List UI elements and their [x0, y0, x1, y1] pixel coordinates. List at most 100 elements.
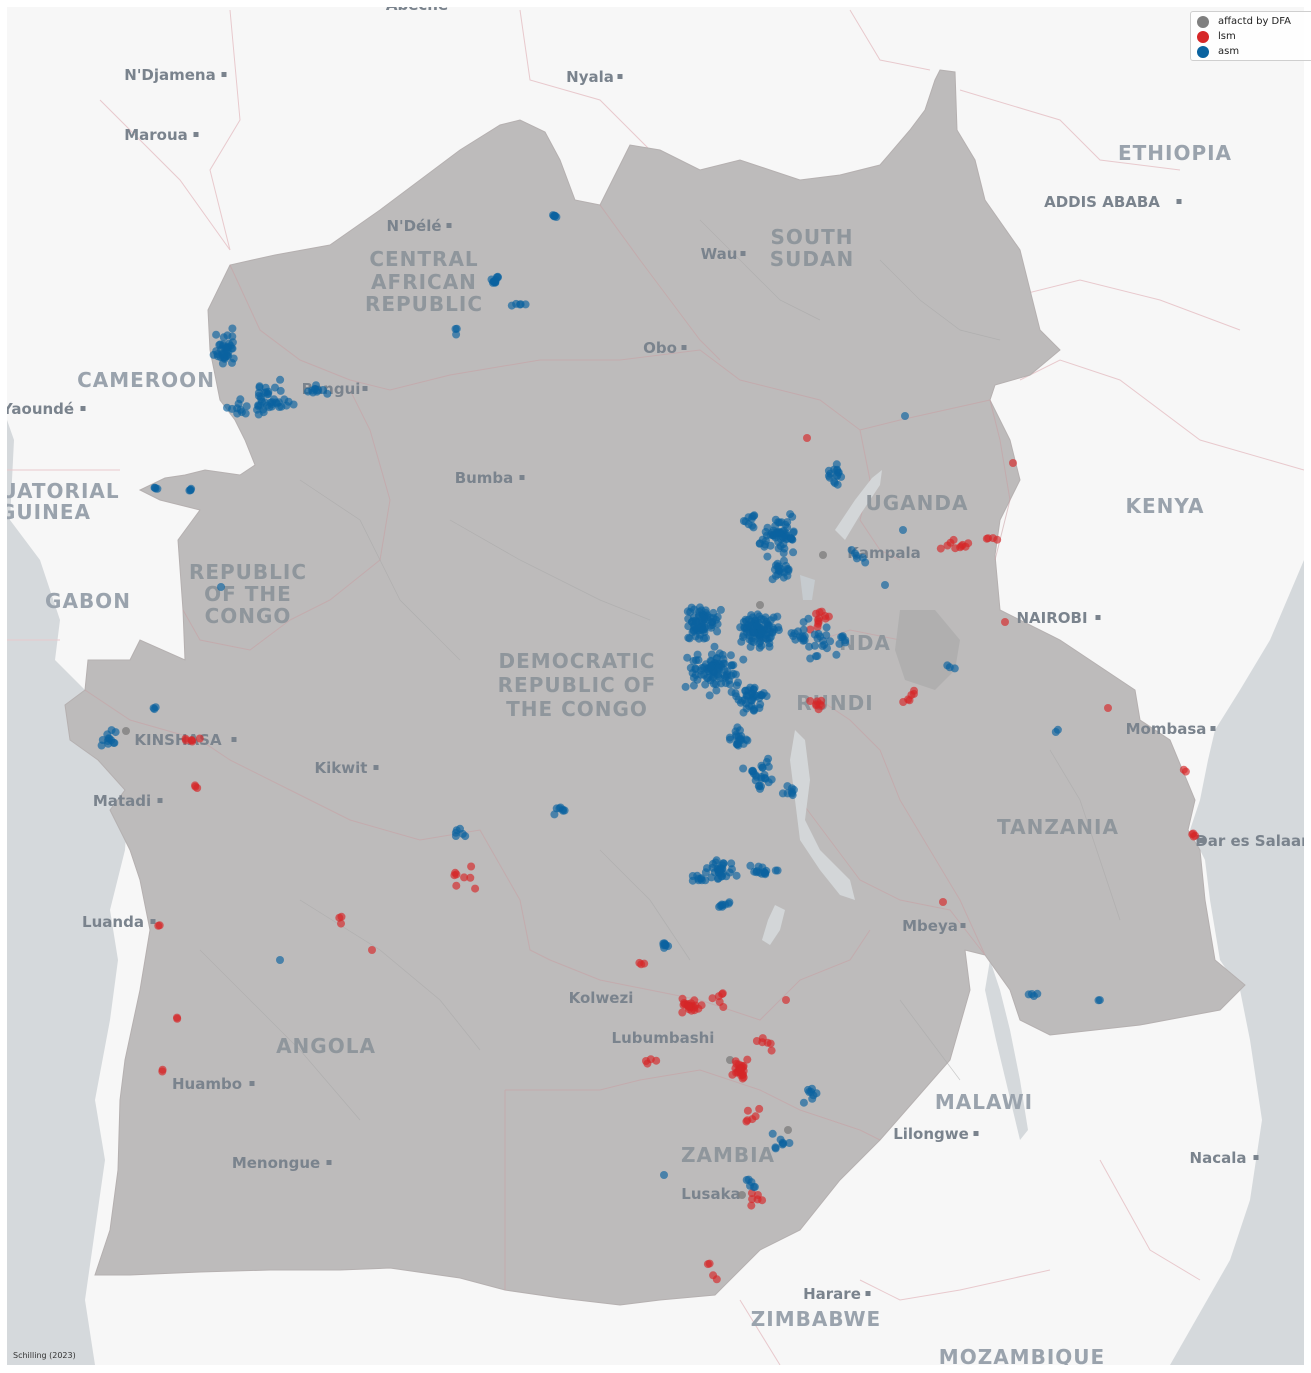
- lake-mweru: [762, 905, 785, 945]
- city-label-ndjamena: N'Djamena: [124, 66, 215, 84]
- country-label-roc-1: REPUBLIC: [189, 560, 307, 584]
- asm-point: [717, 872, 726, 881]
- lsm-point: [747, 1201, 756, 1210]
- lsm-point: [718, 990, 727, 999]
- asm-point: [746, 1181, 754, 1190]
- lsm-points: [154, 434, 1200, 1284]
- asm-point: [712, 686, 721, 695]
- asm-point: [720, 671, 729, 680]
- asm-point: [701, 876, 710, 885]
- country-label-south-sudan-2: SUDAN: [770, 247, 854, 271]
- asm-point: [763, 523, 772, 532]
- asm-point: [726, 651, 735, 660]
- country-label-gabon: GABON: [45, 589, 131, 613]
- lsm-point: [743, 1055, 752, 1064]
- asm-point: [753, 621, 761, 630]
- asm-point: [323, 389, 332, 398]
- asm-point: [713, 613, 722, 621]
- country-label-car-2: AFRICAN: [371, 270, 477, 294]
- lsm-point: [747, 1189, 756, 1198]
- city-marker-wau: [740, 251, 746, 256]
- asm-point: [521, 300, 530, 309]
- city-marker-yaounde: [80, 406, 86, 411]
- atlantic-ocean: [7, 420, 130, 1365]
- asm-point: [659, 941, 668, 950]
- asm-point: [799, 618, 808, 627]
- asm-point: [698, 613, 706, 622]
- asm-point: [826, 637, 835, 646]
- city-marker-bangui: [362, 386, 368, 391]
- city-marker-nacala: [1253, 1155, 1259, 1160]
- asm-point: [746, 861, 755, 870]
- legend-item-dfa: affactd by DFA: [1197, 14, 1311, 29]
- background-borders: [7, 9, 1304, 1365]
- asm-point: [761, 634, 770, 643]
- asm-point: [835, 639, 844, 648]
- city-marker-huambo: [249, 1081, 255, 1086]
- asm-point: [725, 868, 734, 877]
- asm-point: [703, 864, 711, 873]
- asm-point: [720, 666, 729, 674]
- city-marker-kinshasa: [231, 737, 237, 742]
- city-label-lusaka: Lusaka: [681, 1185, 740, 1203]
- legend-marker-dfa: [1197, 15, 1209, 28]
- city-marker-menongue: [326, 1160, 332, 1165]
- city-label-mombasa: Mombasa: [1126, 720, 1207, 738]
- lsm-point: [640, 959, 649, 968]
- city-label-lubumbashi: Lubumbashi: [612, 1029, 715, 1047]
- asm-point: [1053, 725, 1062, 734]
- asm-point: [150, 705, 159, 714]
- asm-point: [745, 635, 754, 644]
- city-marker-mbeya: [960, 923, 966, 928]
- asm-point: [787, 534, 796, 543]
- city-label-lilongwe: Lilongwe: [893, 1125, 969, 1143]
- country-label-south-sudan-1: SOUTH: [770, 225, 853, 249]
- asm-point: [800, 636, 809, 645]
- asm-point: [185, 486, 194, 495]
- country-label-uganda: UGANDA: [866, 491, 969, 515]
- asm-point: [276, 375, 285, 384]
- asm-point: [684, 614, 693, 623]
- country-label-ethiopia: ETHIOPIA: [1118, 141, 1232, 165]
- asm-point: [276, 956, 284, 964]
- dfa-point: [819, 551, 827, 559]
- asm-point: [105, 734, 114, 743]
- province-lines: [199, 219, 1121, 1121]
- asm-point: [774, 518, 783, 527]
- asm-point: [778, 1138, 787, 1147]
- asm-point: [751, 771, 760, 779]
- asm-point: [692, 618, 701, 627]
- asm-point: [771, 1144, 780, 1153]
- asm-point: [689, 681, 698, 690]
- asm-point: [253, 405, 261, 414]
- asm-point: [772, 571, 780, 580]
- asm-point: [791, 635, 800, 644]
- lsm-point: [738, 1074, 747, 1083]
- dfa-point: [738, 1191, 746, 1199]
- asm-point: [707, 873, 716, 882]
- city-label-abeche: Abeché: [386, 7, 448, 14]
- lsm-point: [743, 1106, 752, 1115]
- lsm-point: [694, 1004, 703, 1013]
- asm-point: [705, 691, 714, 700]
- asm-point: [799, 625, 808, 634]
- lsm-point: [813, 623, 822, 631]
- asm-point: [732, 871, 741, 880]
- map[interactable]: ETHIOPIA SOUTH SUDAN CENTRAL AFRICAN REPUBLIC…: [7, 7, 1304, 1365]
- city-label-kolwezi: Kolwezi: [569, 989, 634, 1007]
- asm-point: [738, 696, 747, 705]
- lsm-point: [943, 541, 952, 550]
- asm-point: [765, 628, 774, 636]
- city-marker-lilongwe: [973, 1131, 979, 1136]
- lake-victoria-inner: [895, 610, 960, 690]
- asm-point: [746, 683, 755, 692]
- lsm-point: [728, 1070, 737, 1079]
- lsm-point: [678, 1008, 687, 1017]
- lake-kivu: [800, 575, 815, 600]
- lsm-point: [337, 919, 345, 928]
- lsm-point: [1181, 767, 1190, 776]
- city-marker-addis: [1176, 199, 1182, 204]
- asm-point: [748, 521, 757, 530]
- asm-point: [819, 636, 827, 645]
- city-marker-kikwit: [373, 765, 379, 770]
